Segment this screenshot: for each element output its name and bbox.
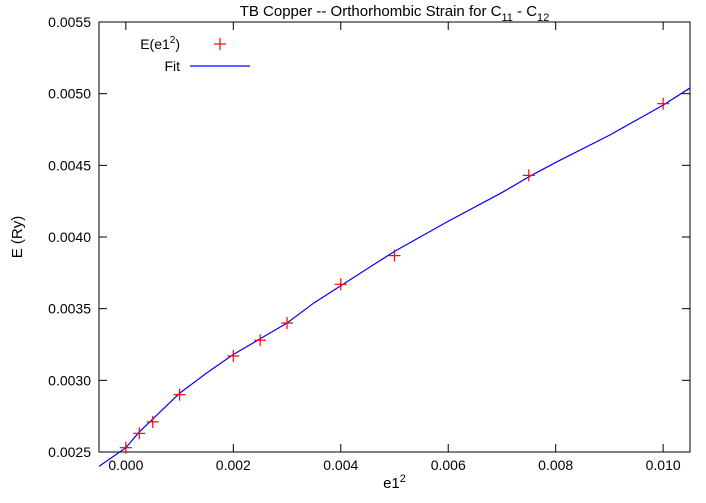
x-tick-label: 0.004 bbox=[323, 457, 358, 473]
y-tick-label: 0.0035 bbox=[48, 301, 91, 317]
fit-line bbox=[99, 88, 690, 466]
y-tick-label: 0.0050 bbox=[48, 86, 91, 102]
x-tick-label: 0.002 bbox=[216, 457, 251, 473]
x-tick-label: 0.008 bbox=[538, 457, 573, 473]
y-tick-label: 0.0040 bbox=[48, 229, 91, 245]
y-tick-label: 0.0025 bbox=[48, 444, 91, 460]
x-tick-label: 0.010 bbox=[646, 457, 681, 473]
y-axis-label: E (Ry) bbox=[9, 216, 26, 259]
legend-label-points: E(e12) bbox=[140, 35, 180, 52]
y-tick-label: 0.0045 bbox=[48, 157, 91, 173]
strain-energy-chart: 0.000 0.002 0.004 0.006 0.008 0.010 0.0025 0.00… bbox=[0, 0, 706, 503]
legend-label-fit: Fit bbox=[164, 58, 180, 74]
x-tick-label: 0.000 bbox=[108, 457, 143, 473]
chart-title: TB Copper -- Orthorhombic Strain for C11… bbox=[240, 3, 550, 24]
y-tick-label: 0.0055 bbox=[48, 14, 91, 30]
x-tick-label: 0.006 bbox=[431, 457, 466, 473]
x-axis-label: e12 bbox=[383, 473, 406, 492]
data-point bbox=[281, 317, 293, 329]
data-point bbox=[389, 250, 401, 262]
data-point bbox=[147, 416, 159, 428]
y-tick-label: 0.0030 bbox=[48, 372, 91, 388]
